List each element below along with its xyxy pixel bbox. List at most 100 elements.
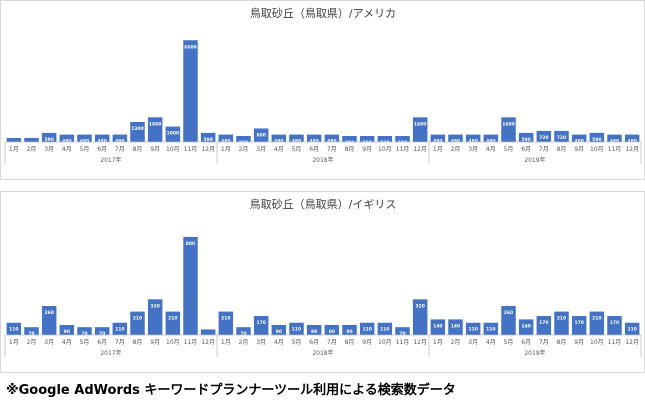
usa-month-tick: 10月 — [378, 146, 392, 153]
uk-bar — [306, 324, 322, 335]
uk-month-tick: 4月 — [62, 339, 72, 346]
uk-month-tick: 1月 — [433, 339, 443, 346]
uk-data-label: 90 — [346, 329, 352, 335]
chart-usa: 鳥取砂丘（鳥取県）/アメリカ 1月 2月5903月4804月4805月4806月4… — [4, 6, 642, 164]
usa-bar — [112, 134, 128, 142]
usa-month-tick: 4月 — [486, 146, 496, 153]
usa-month-tick: 9月 — [150, 146, 160, 153]
uk-month-tick: 10月 — [166, 339, 180, 346]
uk-bar — [501, 306, 516, 335]
usa-month-tick: 10月 — [590, 146, 604, 153]
uk-bar — [377, 322, 393, 335]
usa-bar — [359, 135, 375, 142]
usa-bar — [607, 134, 622, 142]
usa-bar — [94, 134, 110, 142]
uk-month-tick: 3月 — [468, 339, 478, 346]
uk-bar — [253, 316, 269, 335]
uk-month-tick: 8月 — [557, 339, 567, 346]
uk-bar — [465, 322, 481, 335]
usa-month-tick: 6月 — [309, 146, 319, 153]
usa-bar — [536, 130, 552, 142]
uk-data-label: 140 — [433, 323, 442, 329]
uk-data-label: 70 — [81, 331, 87, 337]
uk-bar — [483, 322, 499, 335]
usa-data-label: 1600 — [502, 121, 515, 127]
usa-month-tick: 1月 — [9, 146, 19, 153]
uk-data-label: 110 — [380, 327, 389, 333]
uk-month-tick: 6月 — [309, 339, 319, 346]
usa-month-tick: 5月 — [80, 146, 90, 153]
usa-data-label: 590 — [44, 137, 53, 143]
uk-year-label: 2017年 — [100, 349, 121, 357]
uk-month-tick: 5月 — [292, 339, 302, 346]
usa-bar — [218, 134, 234, 142]
usa-bar — [165, 126, 181, 142]
uk-bar — [165, 311, 181, 335]
uk-bar — [24, 327, 39, 335]
uk-bar — [77, 327, 92, 335]
usa-data-label: 1600 — [149, 121, 162, 127]
uk-data-label: 110 — [9, 327, 18, 333]
usa-month-tick: 2月 — [451, 146, 461, 153]
usa-year-label: 2017年 — [100, 156, 121, 164]
usa-month-tick: 5月 — [504, 146, 514, 153]
usa-data-label: 6600 — [184, 44, 197, 50]
uk-bar — [624, 322, 640, 335]
uk-bar — [359, 322, 375, 335]
usa-data-label: 720 — [557, 135, 566, 141]
usa-bar — [624, 134, 640, 142]
usa-data-label: 1300 — [131, 126, 144, 132]
uk-data-label: 70 — [399, 331, 405, 337]
uk-month-tick: 11月 — [184, 339, 198, 346]
usa-month-tick: 6月 — [97, 146, 107, 153]
usa-data-label: 720 — [539, 135, 548, 141]
uk-data-label: 70 — [240, 331, 246, 337]
usa-month-tick: 8月 — [557, 146, 567, 153]
usa-bar — [501, 117, 516, 142]
uk-data-label: 170 — [539, 320, 548, 326]
usa-month-tick: 11月 — [184, 146, 198, 153]
usa-bar — [59, 134, 75, 142]
uk-month-tick: 7月 — [115, 339, 125, 346]
uk-month-tick: 9月 — [150, 339, 160, 346]
usa-bar — [465, 134, 481, 142]
usa-bar — [518, 132, 534, 142]
uk-data-label: 90 — [311, 329, 317, 335]
uk-month-tick: 9月 — [574, 339, 584, 346]
chart-panel-usa: 鳥取砂丘（鳥取県）/アメリカ 1月 2月 590 3月 480 4月 480 5月 480 6月 4… — [0, 0, 645, 180]
uk-month-tick: 1月 — [9, 339, 19, 346]
uk-data-label: 320 — [415, 303, 424, 309]
uk-bar — [112, 322, 128, 335]
chart-panel-uk: 鳥取砂丘（鳥取県）/イギリス 110 1月 70 2月 260 3月 90 4月 70 5月 70 6… — [0, 191, 645, 373]
uk-month-tick: 8月 — [133, 339, 143, 346]
usa-bar — [483, 134, 499, 142]
usa-month-tick: 12月 — [413, 146, 427, 153]
uk-data-label: 110 — [627, 327, 636, 333]
usa-bar — [571, 134, 587, 142]
uk-bar — [342, 324, 357, 335]
uk-bar — [395, 327, 410, 335]
usa-month-tick: 2月 — [27, 146, 37, 153]
usa-data-label: 390 — [362, 140, 371, 146]
uk-data-label: 140 — [451, 323, 460, 329]
uk-month-tick: 1月 — [221, 339, 231, 346]
uk-month-tick: 12月 — [201, 339, 215, 346]
usa-data-label: 390 — [239, 140, 248, 146]
uk-bar — [41, 306, 57, 335]
uk-data-label: 170 — [610, 320, 619, 326]
uk-month-tick: 6月 — [521, 339, 531, 346]
usa-bar — [448, 134, 463, 142]
chart-title-usa: 鳥取砂丘（鳥取県）/アメリカ — [250, 6, 396, 20]
usa-bar — [24, 137, 39, 142]
uk-data-label: 880 — [186, 241, 195, 247]
usa-month-tick: 11月 — [608, 146, 622, 153]
usa-bar — [147, 117, 163, 142]
uk-data-label: 210 — [221, 316, 230, 322]
uk-data-label: 110 — [486, 327, 495, 333]
usa-month-tick: 7月 — [327, 146, 337, 153]
usa-bar — [253, 128, 269, 142]
uk-month-tick: 2月 — [239, 339, 249, 346]
uk-month-tick: 11月 — [608, 339, 622, 346]
footnote: ※Google AdWords キーワードプランナーツール利用による検索数データ — [6, 383, 456, 398]
uk-month-tick: 12月 — [413, 339, 427, 346]
